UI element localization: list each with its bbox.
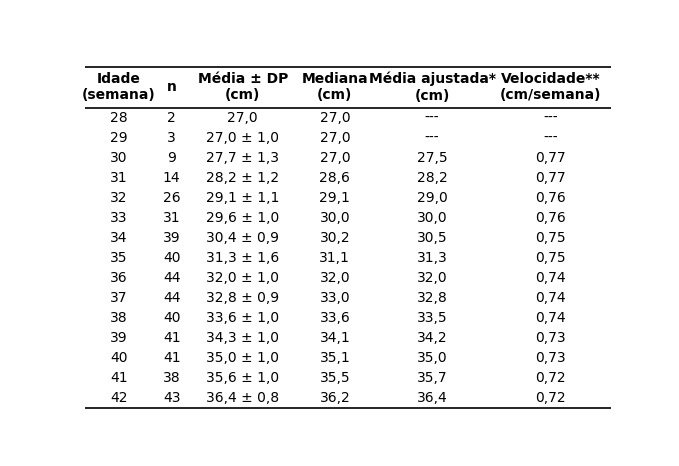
Text: 31,1: 31,1	[319, 251, 350, 265]
Text: 44: 44	[163, 271, 181, 285]
Text: 29: 29	[110, 131, 128, 145]
Text: 38: 38	[110, 311, 128, 325]
Text: 36,4 ± 0,8: 36,4 ± 0,8	[206, 391, 279, 404]
Text: 32: 32	[110, 191, 128, 205]
Text: 29,1 ± 1,1: 29,1 ± 1,1	[206, 191, 280, 205]
Text: 33,5: 33,5	[417, 311, 447, 325]
Text: 35,7: 35,7	[417, 370, 447, 384]
Text: 31,3 ± 1,6: 31,3 ± 1,6	[206, 251, 279, 265]
Text: 0,76: 0,76	[535, 191, 566, 205]
Text: 30: 30	[110, 151, 128, 165]
Text: 35,6 ± 1,0: 35,6 ± 1,0	[206, 370, 279, 384]
Text: 28,2: 28,2	[417, 171, 447, 185]
Text: 27,5: 27,5	[417, 151, 447, 165]
Text: ---: ---	[425, 131, 439, 145]
Text: 0,74: 0,74	[535, 311, 566, 325]
Text: Idade
(semana): Idade (semana)	[82, 72, 156, 103]
Text: 27,0: 27,0	[320, 151, 350, 165]
Text: 31: 31	[163, 211, 181, 225]
Text: 28,2 ± 1,2: 28,2 ± 1,2	[206, 171, 279, 185]
Text: 0,74: 0,74	[535, 291, 566, 305]
Text: 31: 31	[110, 171, 128, 185]
Text: 27,7 ± 1,3: 27,7 ± 1,3	[206, 151, 279, 165]
Text: 27,0: 27,0	[227, 111, 258, 125]
Text: 33,6 ± 1,0: 33,6 ± 1,0	[206, 311, 279, 325]
Text: 29,6 ± 1,0: 29,6 ± 1,0	[206, 211, 279, 225]
Text: ---: ---	[425, 111, 439, 125]
Text: ---: ---	[543, 111, 558, 125]
Text: 34,2: 34,2	[417, 331, 447, 345]
Text: 0,72: 0,72	[535, 391, 566, 404]
Text: 36,2: 36,2	[319, 391, 350, 404]
Text: Média ± DP
(cm): Média ± DP (cm)	[198, 72, 288, 103]
Text: 38: 38	[163, 370, 181, 384]
Text: 26: 26	[163, 191, 181, 205]
Text: 36,4: 36,4	[417, 391, 447, 404]
Text: 39: 39	[110, 331, 128, 345]
Text: 41: 41	[163, 331, 181, 345]
Text: 33: 33	[110, 211, 128, 225]
Text: 42: 42	[110, 391, 128, 404]
Text: 31,3: 31,3	[417, 251, 447, 265]
Text: Mediana
(cm): Mediana (cm)	[301, 72, 368, 103]
Text: 30,4 ± 0,9: 30,4 ± 0,9	[206, 231, 279, 245]
Text: 0,76: 0,76	[535, 211, 566, 225]
Text: 0,74: 0,74	[535, 271, 566, 285]
Text: 37: 37	[110, 291, 128, 305]
Text: 35,0: 35,0	[417, 350, 447, 364]
Text: 44: 44	[163, 291, 181, 305]
Text: 41: 41	[110, 370, 128, 384]
Text: 32,0: 32,0	[417, 271, 447, 285]
Text: 29,1: 29,1	[319, 191, 350, 205]
Text: 34: 34	[110, 231, 128, 245]
Text: 30,5: 30,5	[417, 231, 447, 245]
Text: 30,0: 30,0	[320, 211, 350, 225]
Text: 9: 9	[167, 151, 176, 165]
Text: 27,0 ± 1,0: 27,0 ± 1,0	[206, 131, 279, 145]
Text: 34,1: 34,1	[319, 331, 350, 345]
Text: 32,0 ± 1,0: 32,0 ± 1,0	[206, 271, 279, 285]
Text: 32,8 ± 0,9: 32,8 ± 0,9	[206, 291, 279, 305]
Text: Média ajustada*
(cm): Média ajustada* (cm)	[369, 72, 496, 103]
Text: 35,1: 35,1	[319, 350, 350, 364]
Text: 3: 3	[167, 131, 176, 145]
Text: 28: 28	[110, 111, 128, 125]
Text: 0,77: 0,77	[535, 151, 566, 165]
Text: 40: 40	[163, 311, 181, 325]
Text: 35,5: 35,5	[320, 370, 350, 384]
Text: 0,73: 0,73	[535, 350, 566, 364]
Text: 27,0: 27,0	[320, 111, 350, 125]
Text: 30,0: 30,0	[417, 211, 447, 225]
Text: 39: 39	[163, 231, 181, 245]
Text: n: n	[167, 80, 177, 94]
Text: 40: 40	[110, 350, 128, 364]
Text: 0,72: 0,72	[535, 370, 566, 384]
Text: 35: 35	[110, 251, 128, 265]
Text: 40: 40	[163, 251, 181, 265]
Text: 33,6: 33,6	[319, 311, 350, 325]
Text: 35,0 ± 1,0: 35,0 ± 1,0	[206, 350, 279, 364]
Text: 34,3 ± 1,0: 34,3 ± 1,0	[206, 331, 279, 345]
Text: 29,0: 29,0	[417, 191, 447, 205]
Text: 33,0: 33,0	[320, 291, 350, 305]
Text: 0,75: 0,75	[535, 251, 566, 265]
Text: 0,77: 0,77	[535, 171, 566, 185]
Text: Velocidade**
(cm/semana): Velocidade** (cm/semana)	[500, 72, 602, 103]
Text: 14: 14	[163, 171, 181, 185]
Text: 32,0: 32,0	[320, 271, 350, 285]
Text: 43: 43	[163, 391, 181, 404]
Text: 32,8: 32,8	[417, 291, 447, 305]
Text: 2: 2	[167, 111, 176, 125]
Text: 0,73: 0,73	[535, 331, 566, 345]
Text: 27,0: 27,0	[320, 131, 350, 145]
Text: 0,75: 0,75	[535, 231, 566, 245]
Text: 30,2: 30,2	[320, 231, 350, 245]
Text: 36: 36	[110, 271, 128, 285]
Text: 41: 41	[163, 350, 181, 364]
Text: ---: ---	[543, 131, 558, 145]
Text: 28,6: 28,6	[319, 171, 350, 185]
